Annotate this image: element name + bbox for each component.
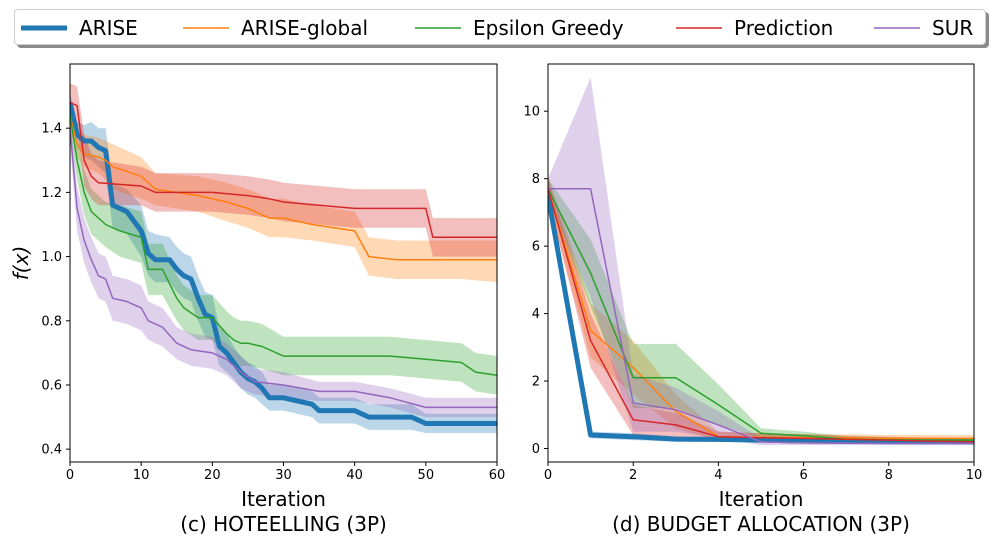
- x-axis-label: Iteration: [719, 487, 804, 511]
- y-tick-label: 0: [532, 442, 540, 457]
- legend-label: ARISE: [79, 16, 138, 40]
- legend-item: SUR: [872, 10, 973, 46]
- y-tick-label: 1.4: [41, 122, 62, 137]
- x-tick-label: 10: [133, 468, 150, 483]
- legend-line: [21, 25, 67, 31]
- y-tick-label: 4: [532, 307, 540, 322]
- y-tick-label: 2: [532, 375, 540, 390]
- legend-item: ARISE-global: [181, 10, 368, 46]
- confidence-band: [548, 178, 974, 443]
- confidence-band: [70, 92, 497, 434]
- legend-line: [415, 27, 461, 29]
- x-tick-label: 60: [489, 468, 506, 483]
- y-axis-label: f(x): [9, 246, 33, 280]
- legend-line: [676, 27, 722, 29]
- confidence-band: [548, 175, 974, 442]
- chart-title: (d) BUDGET ALLOCATION (3P): [612, 512, 910, 536]
- y-tick-label: 8: [532, 172, 540, 187]
- x-tick-label: 0: [544, 468, 552, 483]
- series-line: [70, 101, 497, 239]
- axes-frame: [547, 63, 975, 463]
- series-line: [548, 195, 974, 445]
- x-tick-label: 20: [204, 468, 221, 483]
- legend-label: Prediction: [734, 16, 834, 40]
- confidence-band: [70, 83, 497, 257]
- legend-item: Prediction: [674, 10, 833, 46]
- x-tick-label: 0: [66, 468, 74, 483]
- series-line: [548, 188, 974, 443]
- legend-label: Epsilon Greedy: [473, 16, 624, 40]
- series-line: [548, 188, 974, 445]
- legend-item: Epsilon Greedy: [413, 10, 624, 46]
- y-tick-label: 1.2: [41, 186, 62, 201]
- series-line: [70, 101, 497, 426]
- legend-item: ARISE: [19, 10, 138, 46]
- x-tick-label: 6: [799, 468, 807, 483]
- confidence-band: [70, 112, 497, 418]
- y-tick-label: 10: [523, 105, 540, 120]
- x-tick-label: 50: [418, 468, 435, 483]
- confidence-band: [70, 102, 497, 395]
- chart-title: (c) HOTEELLING (3P): [180, 512, 387, 536]
- chart-panel: 0 2 4 6 8 10 0 2 4 6 8 10 Iteration(d) BUDGET ALLOCA…: [523, 63, 983, 536]
- x-tick-label: 4: [714, 468, 722, 483]
- series-line: [70, 128, 497, 409]
- legend-line: [874, 27, 920, 29]
- series-line: [70, 115, 497, 261]
- y-tick-label: 0.8: [41, 314, 62, 329]
- x-tick-label: 30: [275, 468, 292, 483]
- y-tick-label: 0.6: [41, 378, 62, 393]
- series-line: [70, 115, 497, 377]
- x-tick-label: 10: [966, 468, 983, 483]
- legend-line: [183, 27, 229, 29]
- legend: ARISE ARISE-global Epsilon Greedy Predictio…: [14, 9, 986, 45]
- x-tick-label: 8: [885, 468, 893, 483]
- y-tick-label: 1.0: [41, 250, 62, 265]
- x-tick-label: 2: [629, 468, 637, 483]
- plot-area: [548, 77, 974, 446]
- x-tick-label: 40: [346, 468, 363, 483]
- chart-panel: 0 10 20 30 40 50 60 0.4 0.6 0.8 1.0 1.2 1.4 Iteration…: [9, 63, 506, 536]
- confidence-band: [548, 77, 974, 446]
- legend-label: ARISE-global: [241, 16, 369, 40]
- y-tick-label: 6: [532, 240, 540, 255]
- x-axis-label: Iteration: [241, 487, 326, 511]
- y-tick-label: 0.4: [41, 443, 62, 458]
- plot-area: [70, 83, 497, 434]
- legend-label: SUR: [932, 16, 974, 40]
